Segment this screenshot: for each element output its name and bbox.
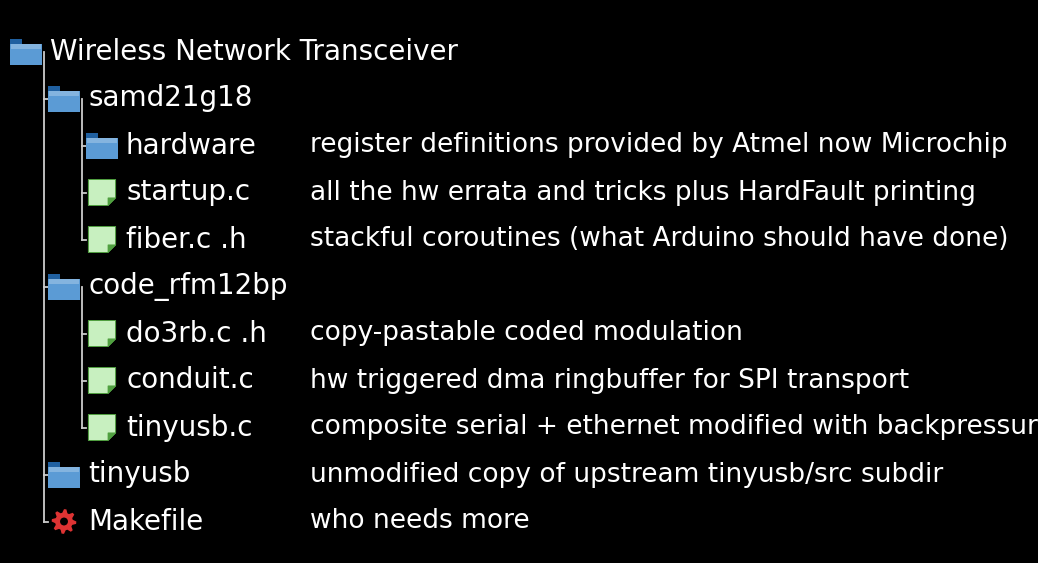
Circle shape: [60, 517, 67, 525]
Text: code_rfm12bp: code_rfm12bp: [88, 272, 288, 301]
Polygon shape: [88, 226, 115, 252]
Polygon shape: [87, 138, 117, 142]
Text: fiber.c .h: fiber.c .h: [126, 226, 247, 253]
Text: samd21g18: samd21g18: [88, 84, 252, 113]
Polygon shape: [48, 91, 80, 111]
Polygon shape: [86, 132, 99, 138]
Polygon shape: [48, 467, 80, 488]
Text: copy-pastable coded modulation: copy-pastable coded modulation: [310, 320, 743, 346]
Polygon shape: [49, 91, 79, 96]
Polygon shape: [10, 44, 42, 65]
Polygon shape: [10, 38, 22, 44]
Text: composite serial + ethernet modified with backpressure: composite serial + ethernet modified wit…: [310, 414, 1038, 440]
Text: tinyusb.c: tinyusb.c: [126, 413, 252, 441]
Text: hw triggered dma ringbuffer for SPI transport: hw triggered dma ringbuffer for SPI tran…: [310, 368, 909, 394]
Text: Wireless Network Transceiver: Wireless Network Transceiver: [50, 38, 458, 65]
Text: stackful coroutines (what Arduino should have done): stackful coroutines (what Arduino should…: [310, 226, 1009, 252]
Text: register definitions provided by Atmel now Microchip: register definitions provided by Atmel n…: [310, 132, 1008, 159]
Polygon shape: [88, 180, 115, 205]
Polygon shape: [108, 433, 115, 440]
Polygon shape: [88, 414, 115, 440]
Polygon shape: [86, 138, 118, 159]
Polygon shape: [88, 368, 115, 394]
Text: conduit.c: conduit.c: [126, 367, 253, 395]
Text: Makefile: Makefile: [88, 507, 203, 535]
Text: unmodified copy of upstream tinyusb/src subdir: unmodified copy of upstream tinyusb/src …: [310, 462, 944, 488]
Polygon shape: [11, 44, 42, 48]
Text: do3rb.c .h: do3rb.c .h: [126, 319, 267, 347]
Polygon shape: [52, 509, 77, 534]
Text: tinyusb: tinyusb: [88, 461, 190, 489]
Polygon shape: [108, 386, 115, 394]
Polygon shape: [108, 245, 115, 252]
Polygon shape: [88, 320, 115, 346]
Polygon shape: [108, 198, 115, 205]
Polygon shape: [48, 274, 60, 279]
Text: hardware: hardware: [126, 132, 256, 159]
Polygon shape: [48, 279, 80, 300]
Polygon shape: [48, 462, 60, 467]
Polygon shape: [48, 86, 60, 91]
Polygon shape: [108, 339, 115, 346]
Text: startup.c: startup.c: [126, 178, 250, 207]
Polygon shape: [49, 467, 79, 472]
Text: all the hw errata and tricks plus HardFault printing: all the hw errata and tricks plus HardFa…: [310, 180, 976, 205]
Polygon shape: [49, 279, 79, 284]
Text: who needs more: who needs more: [310, 508, 529, 534]
